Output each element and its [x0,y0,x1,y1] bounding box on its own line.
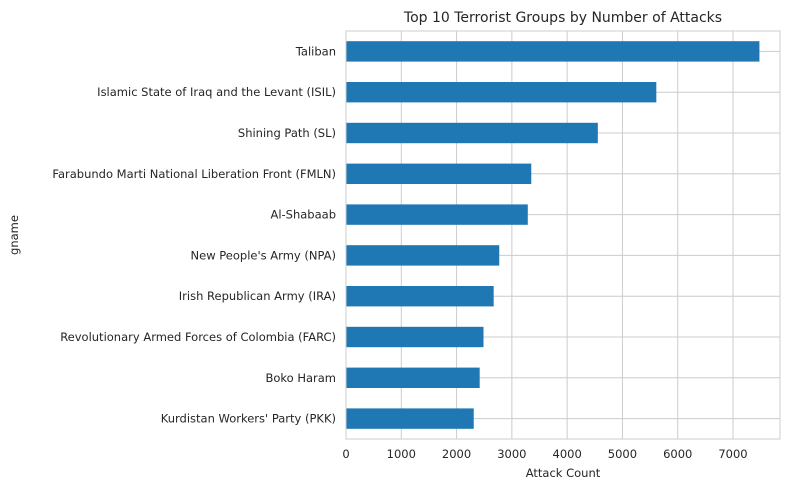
x-tick-label: 2000 [442,447,471,461]
x-tick-label: 4000 [553,447,582,461]
y-tick-label: Taliban [295,44,336,58]
x-tick-labels: 0 1000 2000 3000 4000 5000 6000 7000 [342,447,747,461]
x-tick-label: 0 [342,447,349,461]
bar [346,408,474,429]
x-tick-label: 3000 [497,447,526,461]
x-tick-label: 7000 [718,447,747,461]
bar [346,326,484,348]
bar [346,367,480,388]
y-tick-label: Boko Haram [265,371,336,385]
y-tick-label: Farabundo Marti National Liberation Fron… [52,167,336,181]
plot-frame [345,30,781,440]
y-tick-label: Irish Republican Army (IRA) [179,289,336,303]
bar [346,41,760,62]
x-axis-label: Attack Count [526,466,601,480]
y-axis-label: gname [7,215,21,255]
x-tick-label: 1000 [387,447,416,461]
y-tick-label: Kurdistan Workers' Party (PKK) [161,412,336,426]
bar [346,163,532,184]
x-tick-label: 6000 [663,447,692,461]
plot-border [345,30,781,440]
bar [346,286,494,307]
y-tick-label: Shining Path (SL) [238,126,336,140]
y-tick-labels: Taliban Islamic State of Iraq and the Lev… [52,44,336,425]
bar [346,204,528,225]
y-tick-label: Al-Shabaab [270,208,336,222]
bars [346,41,760,429]
bar [346,245,500,266]
bar [346,82,657,103]
x-tick-label: 5000 [608,447,637,461]
bar [346,122,598,144]
y-tick-label: Revolutionary Armed Forces of Colombia (… [60,330,336,344]
y-tick-label: Islamic State of Iraq and the Levant (IS… [97,85,336,99]
y-tick-label: New People's Army (NPA) [191,248,336,262]
chart-title: Top 10 Terrorist Groups by Number of Att… [403,10,722,26]
